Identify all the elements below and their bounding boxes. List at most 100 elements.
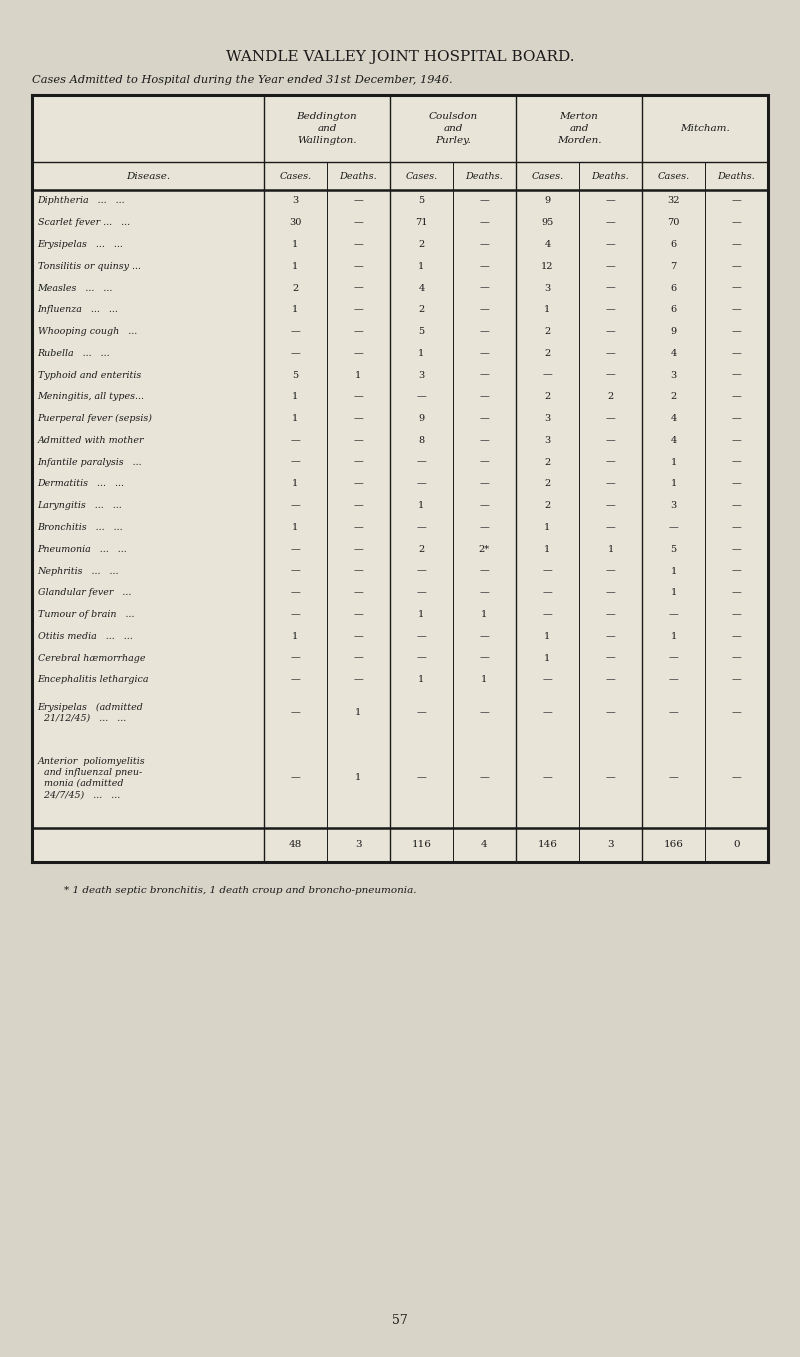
Text: 2: 2 [418, 544, 425, 554]
Text: —: — [542, 676, 552, 684]
Text: Tumour of brain   ...: Tumour of brain ... [38, 611, 134, 619]
Text: Encephalitis lethargica: Encephalitis lethargica [38, 676, 149, 684]
Text: 3: 3 [544, 436, 550, 445]
Text: —: — [542, 567, 552, 575]
Text: —: — [354, 414, 363, 423]
Text: —: — [732, 676, 742, 684]
Text: —: — [732, 197, 742, 205]
Text: —: — [417, 392, 426, 402]
Text: —: — [417, 589, 426, 597]
Text: 6: 6 [670, 284, 677, 293]
Text: Deaths.: Deaths. [718, 172, 755, 180]
Text: 4: 4 [670, 349, 677, 358]
Text: 146: 146 [538, 840, 558, 849]
Text: —: — [606, 414, 615, 423]
Text: —: — [417, 479, 426, 489]
Text: —: — [290, 567, 300, 575]
Text: —: — [290, 544, 300, 554]
Text: 1: 1 [670, 479, 677, 489]
Text: —: — [479, 392, 490, 402]
Text: —: — [479, 262, 490, 271]
Text: Scarlet fever ...   ...: Scarlet fever ... ... [38, 218, 130, 227]
Text: —: — [732, 284, 742, 293]
Text: —: — [479, 370, 490, 380]
Text: —: — [354, 262, 363, 271]
Text: 7: 7 [670, 262, 677, 271]
Text: 1: 1 [544, 654, 550, 662]
Text: 1: 1 [355, 708, 362, 716]
Text: Beddington
and
Wallington.: Beddington and Wallington. [297, 113, 357, 145]
Text: —: — [606, 197, 615, 205]
Text: 5: 5 [418, 327, 425, 337]
Text: —: — [354, 501, 363, 510]
Text: —: — [479, 436, 490, 445]
Text: —: — [606, 349, 615, 358]
Text: 2: 2 [418, 305, 425, 315]
Text: Cases.: Cases. [658, 172, 690, 180]
Text: 2: 2 [544, 457, 550, 467]
Text: 12: 12 [541, 262, 554, 271]
Text: —: — [417, 457, 426, 467]
Text: —: — [354, 522, 363, 532]
Text: —: — [479, 501, 490, 510]
Text: —: — [606, 305, 615, 315]
Text: —: — [479, 197, 490, 205]
Text: 3: 3 [670, 370, 677, 380]
Text: —: — [354, 632, 363, 641]
Text: —: — [479, 457, 490, 467]
Text: Anterior  poliomyelitis
  and influenzal pneu-
  monia (admitted
  24/7/45)   ..: Anterior poliomyelitis and influenzal pn… [38, 757, 146, 799]
Text: —: — [669, 708, 678, 716]
Text: —: — [732, 240, 742, 248]
Text: —: — [732, 436, 742, 445]
Text: —: — [290, 676, 300, 684]
Text: —: — [732, 414, 742, 423]
Text: Pneumonia   ...   ...: Pneumonia ... ... [38, 544, 127, 554]
Text: —: — [606, 654, 615, 662]
Text: —: — [354, 589, 363, 597]
Text: 1: 1 [418, 349, 425, 358]
Text: —: — [354, 349, 363, 358]
Text: —: — [606, 611, 615, 619]
Text: Bronchitis   ...   ...: Bronchitis ... ... [38, 522, 123, 532]
Text: 2: 2 [607, 392, 614, 402]
Text: —: — [354, 305, 363, 315]
Text: Rubella   ...   ...: Rubella ... ... [38, 349, 110, 358]
Text: Cases Admitted to Hospital during the Year ended 31st December, 1946.: Cases Admitted to Hospital during the Ye… [32, 75, 453, 84]
Text: 6: 6 [670, 240, 677, 248]
Text: 3: 3 [607, 840, 614, 849]
Text: —: — [479, 284, 490, 293]
Text: 3: 3 [544, 284, 550, 293]
Text: 1: 1 [292, 632, 298, 641]
Text: 1: 1 [355, 370, 362, 380]
Text: —: — [732, 632, 742, 641]
Text: —: — [606, 708, 615, 716]
Text: —: — [417, 654, 426, 662]
Text: 1: 1 [670, 457, 677, 467]
Text: —: — [606, 479, 615, 489]
Text: Admitted with mother: Admitted with mother [38, 436, 144, 445]
Text: 1: 1 [670, 567, 677, 575]
Text: 1: 1 [418, 501, 425, 510]
Text: Cases.: Cases. [531, 172, 563, 180]
Text: 1: 1 [544, 305, 550, 315]
Text: Cases.: Cases. [406, 172, 438, 180]
Text: 4: 4 [670, 414, 677, 423]
Text: 4: 4 [670, 436, 677, 445]
Text: Mitcham.: Mitcham. [680, 125, 730, 133]
Text: —: — [732, 611, 742, 619]
Text: 2: 2 [544, 392, 550, 402]
Text: —: — [732, 522, 742, 532]
Text: —: — [669, 676, 678, 684]
Text: —: — [290, 708, 300, 716]
Text: 3: 3 [418, 370, 425, 380]
Text: 9: 9 [670, 327, 677, 337]
Text: Disease.: Disease. [126, 172, 170, 180]
Text: 2: 2 [544, 501, 550, 510]
Text: —: — [606, 284, 615, 293]
Text: —: — [732, 567, 742, 575]
Text: 2: 2 [544, 349, 550, 358]
Text: 3: 3 [544, 414, 550, 423]
Text: —: — [290, 501, 300, 510]
Text: 0: 0 [733, 840, 740, 849]
Text: —: — [290, 327, 300, 337]
